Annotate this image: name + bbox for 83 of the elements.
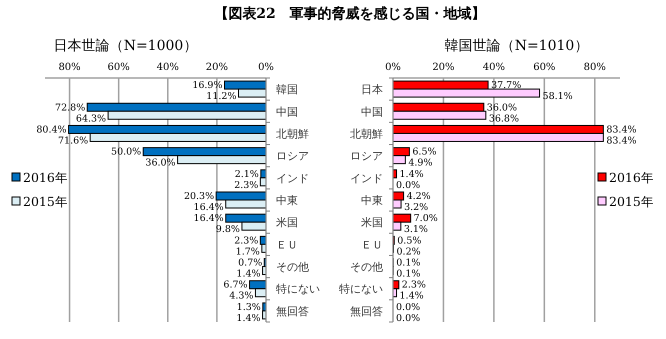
y-tick-label: 中東 — [276, 194, 298, 207]
data-label: 0.2% — [396, 246, 421, 258]
y-tick-label: その他 — [350, 260, 383, 274]
data-label: 1.3% — [236, 302, 261, 313]
y-tick-label: 米国 — [276, 216, 298, 230]
chart-subtitle: 日本世論（N=1000） — [54, 38, 198, 54]
y-tick-label: ロシア — [350, 150, 383, 163]
x-tick-label: 60% — [108, 62, 130, 73]
y-tick-label: ＥＵ — [276, 238, 298, 252]
y-tick-label: 日本 — [361, 83, 383, 96]
data-label: 0.1% — [396, 268, 420, 280]
x-tick-label: 20% — [206, 62, 228, 73]
data-label: 72.8% — [55, 102, 86, 114]
data-label: 16.4% — [194, 202, 224, 213]
legend-label: 2015年 — [609, 194, 654, 209]
y-tick-label: 中東 — [361, 194, 383, 207]
data-label: 0.7% — [238, 258, 262, 269]
x-tick-label: 20% — [432, 62, 455, 73]
data-label: 83.4% — [606, 124, 637, 136]
y-tick-label: 特にない — [339, 282, 383, 296]
data-label: 1.4% — [236, 312, 261, 324]
data-label: 4.2% — [406, 191, 431, 202]
data-label: 4.9% — [408, 158, 432, 169]
data-label: 20.3% — [184, 191, 214, 202]
data-label: 50.0% — [111, 146, 142, 158]
y-tick-label: 特にない — [276, 282, 320, 296]
data-label: 0.0% — [396, 312, 420, 324]
chart-subtitle: 韓国世論（N=1010） — [444, 38, 588, 54]
y-tick-label: その他 — [276, 260, 309, 274]
x-tick-label: 80% — [58, 62, 81, 73]
data-label: 2.1% — [234, 168, 259, 180]
data-label: 80.4% — [36, 124, 67, 136]
data-label: 4.3% — [229, 290, 254, 302]
data-label: 1.4% — [236, 268, 261, 280]
x-tick-label: 0% — [258, 62, 274, 73]
data-label: 7.0% — [414, 213, 438, 224]
data-label: 71.6% — [58, 135, 88, 146]
y-tick-label: ＥＵ — [361, 238, 383, 252]
data-label: 3.1% — [404, 224, 428, 236]
data-label: 36.8% — [488, 113, 520, 124]
data-label: 11.2% — [206, 91, 236, 102]
data-label: 0.1% — [396, 258, 420, 269]
y-tick-label: ロシア — [276, 150, 309, 163]
x-tick-label: 80% — [584, 62, 606, 73]
legend-label: 2015年 — [23, 194, 68, 209]
data-label: 2.3% — [234, 235, 258, 246]
data-label: 16.4% — [194, 213, 224, 224]
data-label: 83.4% — [606, 135, 637, 146]
x-tick-label: 0% — [385, 62, 401, 73]
data-label: 6.7% — [223, 280, 248, 291]
x-tick-label: 40% — [156, 62, 179, 73]
data-label: 16.9% — [192, 80, 222, 92]
data-label: 37.7% — [491, 80, 522, 92]
data-label: 1.4% — [400, 290, 424, 302]
y-tick-label: 中国 — [361, 105, 383, 118]
data-label: 2.3% — [402, 280, 426, 291]
data-label: 0.0% — [396, 180, 420, 191]
data-label: 0.0% — [396, 302, 420, 313]
data-label: 36.0% — [145, 158, 176, 169]
y-tick-label: インド — [350, 172, 383, 185]
data-label: 2.3% — [234, 180, 258, 191]
y-tick-label: 北朝鮮 — [350, 127, 383, 140]
data-label: 6.5% — [412, 146, 437, 158]
y-tick-label: 無回答 — [350, 304, 383, 318]
x-tick-label: 40% — [482, 62, 506, 73]
y-tick-label: 無回答 — [276, 304, 309, 318]
y-tick-label: 中国 — [276, 105, 298, 118]
data-label: 58.1% — [542, 91, 573, 102]
legend-label: 2016年 — [609, 170, 654, 185]
data-label: 1.7% — [236, 246, 260, 258]
data-label: 0.5% — [397, 235, 422, 246]
data-label: 9.8% — [216, 224, 240, 236]
y-tick-label: 韓国 — [276, 83, 298, 96]
data-label: 64.3% — [76, 113, 106, 124]
legend-label: 2016年 — [23, 170, 68, 185]
y-tick-label: インド — [276, 172, 309, 185]
x-tick-label: 60% — [533, 62, 556, 73]
data-label: 1.4% — [400, 168, 424, 180]
text: 【図表22 軍事的脅威を感じる国・地域】 — [214, 6, 486, 22]
y-tick-label: 米国 — [361, 216, 383, 230]
data-label: 36.0% — [486, 102, 517, 114]
data-label: 3.2% — [404, 202, 428, 213]
y-tick-label: 北朝鮮 — [276, 127, 309, 140]
